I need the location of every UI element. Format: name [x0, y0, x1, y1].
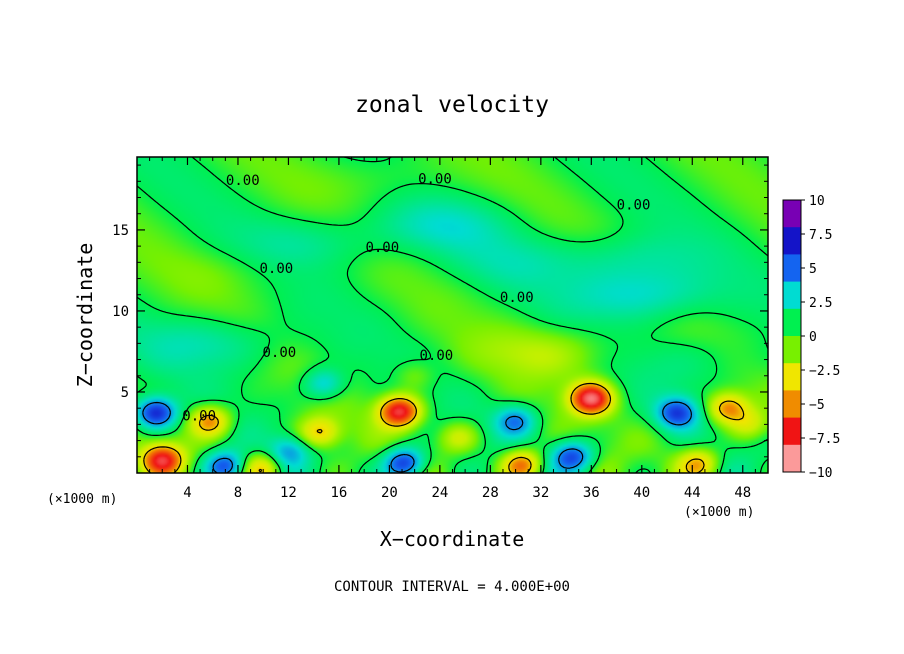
- contour-label: 0.00: [420, 348, 454, 364]
- colorbar-swatch: [783, 254, 801, 283]
- contour-label: 0.00: [260, 261, 294, 277]
- colorbar-tick-label: 5: [809, 262, 817, 277]
- y-tick-label: 5: [121, 385, 129, 401]
- colorbar-swatch: [783, 308, 801, 337]
- colorbar-tick-label: 7.5: [809, 228, 832, 243]
- colorbar-swatch: [783, 444, 801, 473]
- contour-labels: 0.00 0.00 0.00 0.00 0.00 0.00 0.00 0.00 0.00: [182, 172, 651, 425]
- contour-label: 0.00: [617, 198, 651, 214]
- colorbar-tick-label: −5: [809, 398, 825, 413]
- y-tick-label: 10: [112, 304, 129, 320]
- y-tick-label: 15: [112, 223, 129, 239]
- x-tick-label: 16: [330, 485, 347, 501]
- colorbar-swatch: [783, 363, 801, 391]
- contour-level-neg4: [142, 401, 692, 473]
- colorbar: 10 7.5 5 2.5 0 −2.5 −5 −7.5 −10: [782, 194, 840, 481]
- colorbar-tick-label: −10: [809, 466, 832, 481]
- x-tick-label: 40: [633, 485, 650, 501]
- contour-label: 0.00: [262, 345, 296, 361]
- x-tick-label: 36: [583, 485, 600, 501]
- x-axis: 4 8 12 16 20 24 28 32 36 40 44 48: [149, 157, 756, 501]
- x-tick-label: 20: [381, 485, 398, 501]
- x-unit-left: (×1000 m): [47, 492, 117, 507]
- colorbar-swatch: [783, 200, 801, 228]
- x-tick-label: 32: [532, 485, 549, 501]
- plot-area: 0.00 0.00 0.00 0.00 0.00 0.00 0.00 0.00 0.00: [136, 156, 769, 474]
- heatmap-field: [137, 157, 768, 473]
- colorbar-swatch: [783, 390, 801, 419]
- colorbar-swatch: [783, 336, 801, 364]
- x-tick-label: 4: [183, 485, 191, 501]
- x-tick-label: 44: [684, 485, 701, 501]
- y-axis: 5 10 15: [112, 164, 768, 458]
- colorbar-tick-label: 2.5: [809, 296, 832, 311]
- contour-interval-note: CONTOUR INTERVAL = 4.000E+00: [334, 579, 570, 595]
- contour-level-4: [143, 382, 745, 473]
- chart-title: zonal velocity: [355, 92, 549, 118]
- contour-label: 0.00: [500, 290, 534, 306]
- x-tick-label: 28: [482, 485, 499, 501]
- colorbar-tick-label: −7.5: [809, 432, 840, 447]
- colorbar-swatch: [783, 281, 801, 310]
- contour-label: 0.00: [182, 408, 216, 424]
- colorbar-swatch: [783, 417, 801, 446]
- y-axis-label: Z−coordinate: [73, 243, 97, 388]
- contour-lines: [137, 157, 768, 473]
- x-tick-label: 8: [234, 485, 242, 501]
- x-tick-label: 24: [431, 485, 448, 501]
- colorbar-swatch: [783, 227, 801, 255]
- colorbar-tick-label: 10: [809, 194, 825, 209]
- contour-label: 0.00: [226, 173, 260, 189]
- colorbar-tick-label: 0: [809, 330, 817, 345]
- contour-level-0: [137, 157, 768, 473]
- x-axis-label: X−coordinate: [380, 527, 525, 551]
- contour-label: 0.00: [418, 172, 452, 188]
- contour-label: 0.00: [365, 240, 399, 256]
- x-tick-label: 48: [734, 485, 751, 501]
- x-tick-label: 12: [280, 485, 297, 501]
- x-unit-right: (×1000 m): [684, 505, 754, 520]
- colorbar-tick-label: −2.5: [809, 364, 840, 379]
